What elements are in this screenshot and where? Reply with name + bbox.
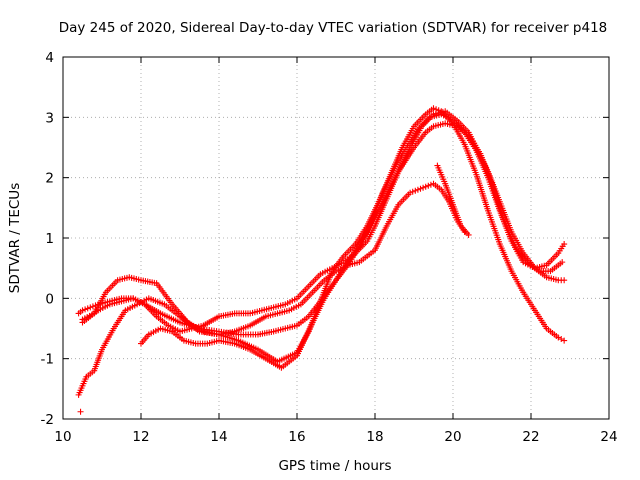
x-tick-label: 22 <box>522 429 539 445</box>
data-point <box>407 189 414 196</box>
y-tick-label: 0 <box>45 291 54 307</box>
data-point <box>422 183 429 190</box>
data-point <box>561 241 568 248</box>
x-tick-label: 18 <box>366 429 383 445</box>
y-tick-label: -2 <box>41 412 54 428</box>
y-tick-label: -1 <box>41 352 54 368</box>
trace-marker <box>420 184 427 191</box>
trace-marker <box>89 303 96 310</box>
trace-marker <box>412 187 419 194</box>
series-outlier <box>77 408 84 415</box>
data-point <box>561 337 568 344</box>
x-tick-label: 10 <box>54 429 71 445</box>
y-tick-label: 1 <box>45 231 54 247</box>
x-tick-label: 20 <box>444 429 461 445</box>
series-track-5 <box>138 111 568 371</box>
data-points <box>75 105 568 415</box>
x-tick-label: 24 <box>600 429 617 445</box>
x-tick-label: 14 <box>210 429 227 445</box>
data-point <box>79 307 86 314</box>
x-axis-label: GPS time / hours <box>278 458 391 474</box>
y-axis-label: SDTVAR / TECUs <box>7 183 23 293</box>
series-track-2 <box>79 180 468 338</box>
trace-marker <box>82 306 89 313</box>
chart-title: Day 245 of 2020, Sidereal Day-to-day VTE… <box>59 20 608 36</box>
data-point <box>559 259 566 266</box>
data-point <box>414 186 421 193</box>
x-tick-label: 12 <box>132 429 149 445</box>
plot-frame <box>62 56 610 420</box>
trace-marker <box>409 188 416 195</box>
series-track-6 <box>434 162 472 238</box>
y-tick-label: 2 <box>45 171 54 187</box>
trace-marker <box>425 182 432 189</box>
data-point <box>430 105 437 112</box>
x-tick-label: 16 <box>288 429 305 445</box>
data-point <box>77 408 84 415</box>
grid-lines <box>63 57 609 419</box>
data-point <box>465 231 472 238</box>
trace-marker <box>84 305 91 312</box>
data-point <box>561 277 568 284</box>
data-point <box>87 304 94 311</box>
trace-marker <box>417 185 424 192</box>
y-tick-label: 4 <box>45 50 54 66</box>
y-tick-label: 3 <box>45 110 54 126</box>
